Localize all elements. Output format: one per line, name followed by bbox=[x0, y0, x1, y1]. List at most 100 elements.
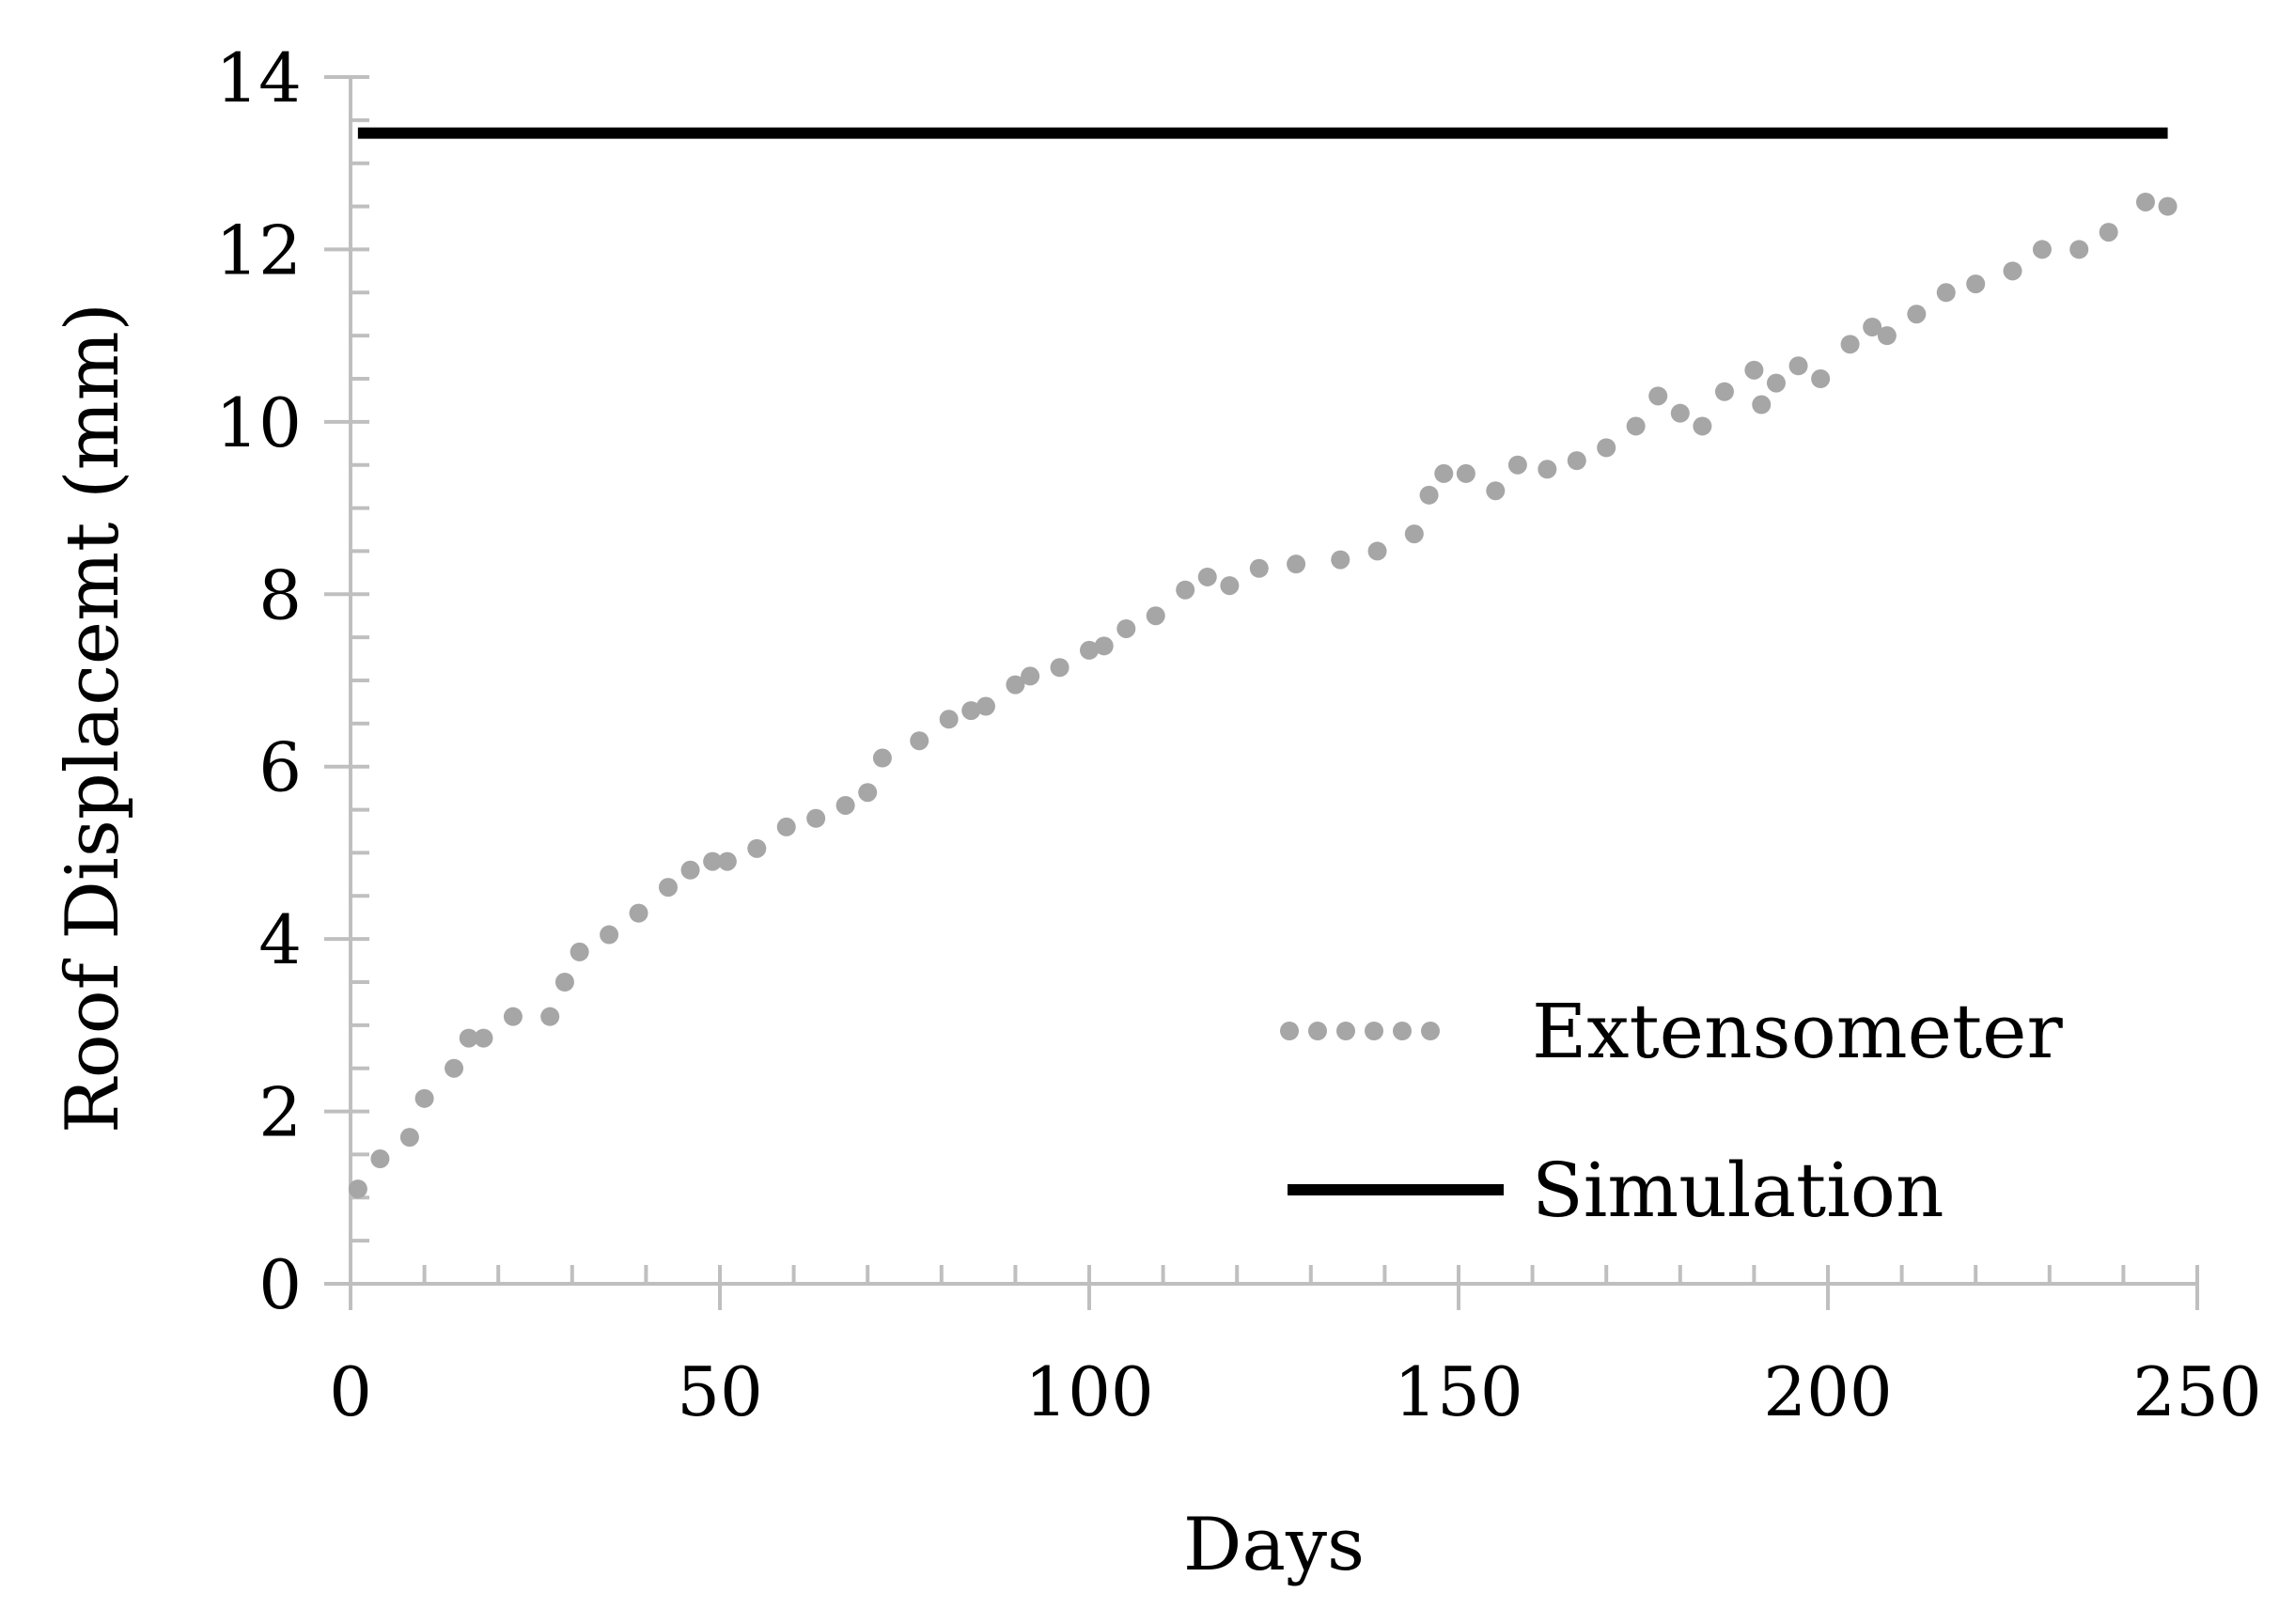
extensometer-point bbox=[2003, 261, 2022, 281]
x-axis-title: Days bbox=[1183, 1503, 1365, 1587]
extensometer-point bbox=[680, 860, 700, 880]
extensometer-point bbox=[717, 851, 737, 871]
extensometer-point bbox=[600, 925, 619, 945]
legend-extensometer-dot bbox=[1280, 1022, 1299, 1040]
extensometer-point bbox=[1626, 416, 1646, 436]
y-tick-label: 6 bbox=[258, 728, 302, 807]
extensometer-point bbox=[1936, 283, 1956, 303]
legend: Extensometer Simulation bbox=[1280, 988, 2063, 1234]
legend-extensometer-dot bbox=[1421, 1022, 1440, 1040]
axes bbox=[324, 75, 2199, 1310]
extensometer-point bbox=[1877, 326, 1897, 346]
extensometer-point bbox=[1367, 541, 1387, 561]
extensometer-point bbox=[703, 851, 723, 871]
extensometer-point bbox=[1287, 554, 1306, 574]
extensometer-point bbox=[1507, 455, 1527, 475]
extensometer-point bbox=[1538, 460, 1557, 479]
y-tick-label: 2 bbox=[258, 1073, 302, 1152]
extensometer-point bbox=[570, 942, 589, 961]
extensometer-point bbox=[474, 1028, 493, 1048]
extensometer-point bbox=[1419, 485, 1439, 505]
extensometer-point bbox=[1752, 395, 1772, 414]
extensometer-point bbox=[1714, 382, 1734, 401]
legend-label-extensometer: Extensometer bbox=[1532, 988, 2063, 1075]
y-tick-label: 10 bbox=[215, 383, 302, 462]
extensometer-point bbox=[1766, 373, 1786, 393]
extensometer-point bbox=[1907, 304, 1927, 324]
extensometer-point bbox=[1486, 481, 1506, 501]
extensometer-point bbox=[1331, 550, 1350, 570]
extensometer-point bbox=[1197, 567, 1217, 586]
extensometer-point bbox=[1249, 558, 1269, 578]
extensometer-point bbox=[806, 808, 826, 828]
extensometer-point bbox=[1050, 658, 1069, 678]
legend-extensometer-dot bbox=[1365, 1022, 1383, 1040]
extensometer-point bbox=[1567, 451, 1586, 471]
y-tick-label: 8 bbox=[258, 555, 302, 634]
y-axis-title: Roof Displacemt (mm) bbox=[51, 303, 135, 1133]
extensometer-point bbox=[1220, 576, 1240, 596]
extensometer-point bbox=[1116, 618, 1136, 638]
extensometer-point bbox=[1597, 438, 1616, 458]
extensometer-point bbox=[554, 973, 574, 992]
extensometer-point bbox=[1693, 416, 1712, 436]
x-tick-label: 50 bbox=[677, 1352, 763, 1431]
extensometer-point bbox=[1966, 274, 1986, 294]
extensometer-point bbox=[961, 701, 981, 721]
extensometer-point bbox=[1811, 369, 1831, 388]
extensometer-point bbox=[1744, 360, 1764, 380]
extensometer-point bbox=[348, 1179, 367, 1199]
extensometer-point bbox=[1648, 386, 1668, 406]
extensometer-point bbox=[1456, 463, 1475, 483]
extensometer-point bbox=[1670, 403, 1690, 423]
y-tick-label: 0 bbox=[258, 1245, 302, 1324]
legend-extensometer-dot bbox=[1336, 1022, 1355, 1040]
extensometer-point bbox=[2099, 223, 2118, 242]
extensometer-point bbox=[1146, 606, 1165, 626]
extensometer-point bbox=[445, 1058, 464, 1078]
extensometer-point bbox=[2032, 240, 2052, 259]
extensometer-point bbox=[2069, 240, 2089, 259]
x-tick-label: 250 bbox=[2132, 1352, 2261, 1431]
extensometer-point bbox=[835, 795, 855, 815]
y-tick-label: 12 bbox=[215, 211, 302, 289]
extensometer-point bbox=[872, 748, 892, 768]
legend-marker-extensometer bbox=[1280, 1022, 1440, 1040]
extensometer-point bbox=[1080, 640, 1099, 660]
extensometer-point bbox=[776, 817, 796, 836]
extensometer-point bbox=[503, 1007, 523, 1026]
extensometer-point bbox=[370, 1149, 390, 1169]
legend-label-simulation: Simulation bbox=[1532, 1147, 1944, 1234]
tick-labels: 0 2 4 6 8 10 12 14 0 50 100 150 200 250 bbox=[215, 39, 2261, 1431]
extensometer-point bbox=[1021, 666, 1040, 686]
extensometer-point bbox=[2158, 196, 2178, 216]
legend-extensometer-dot bbox=[1308, 1022, 1327, 1040]
extensometer-point bbox=[459, 1028, 478, 1048]
extensometer-point bbox=[1006, 675, 1025, 695]
extensometer-point bbox=[2135, 192, 2155, 211]
extensometer-point bbox=[414, 1088, 434, 1108]
x-tick-label: 150 bbox=[1394, 1352, 1522, 1431]
x-tick-label: 0 bbox=[329, 1352, 372, 1431]
legend-extensometer-dot bbox=[1393, 1022, 1412, 1040]
x-tick-label: 200 bbox=[1763, 1352, 1892, 1431]
series-layer bbox=[348, 127, 2178, 1199]
y-tick-label: 14 bbox=[215, 39, 302, 117]
extensometer-point bbox=[399, 1128, 419, 1148]
extensometer-point bbox=[747, 838, 767, 858]
extensometer-point bbox=[1434, 463, 1454, 483]
extensometer-point bbox=[1176, 580, 1195, 600]
extensometer-point bbox=[629, 903, 648, 923]
y-tick-label: 4 bbox=[258, 900, 302, 979]
extensometer-point bbox=[658, 878, 678, 898]
extensometer-point bbox=[1788, 356, 1808, 376]
x-tick-label: 100 bbox=[1024, 1352, 1153, 1431]
extensometer-point bbox=[1863, 317, 1882, 336]
extensometer-point bbox=[1840, 335, 1860, 354]
extensometer-point bbox=[1404, 524, 1424, 544]
extensometer-point bbox=[858, 783, 878, 803]
extensometer-point bbox=[1094, 636, 1114, 656]
extensometer-point bbox=[976, 696, 995, 716]
